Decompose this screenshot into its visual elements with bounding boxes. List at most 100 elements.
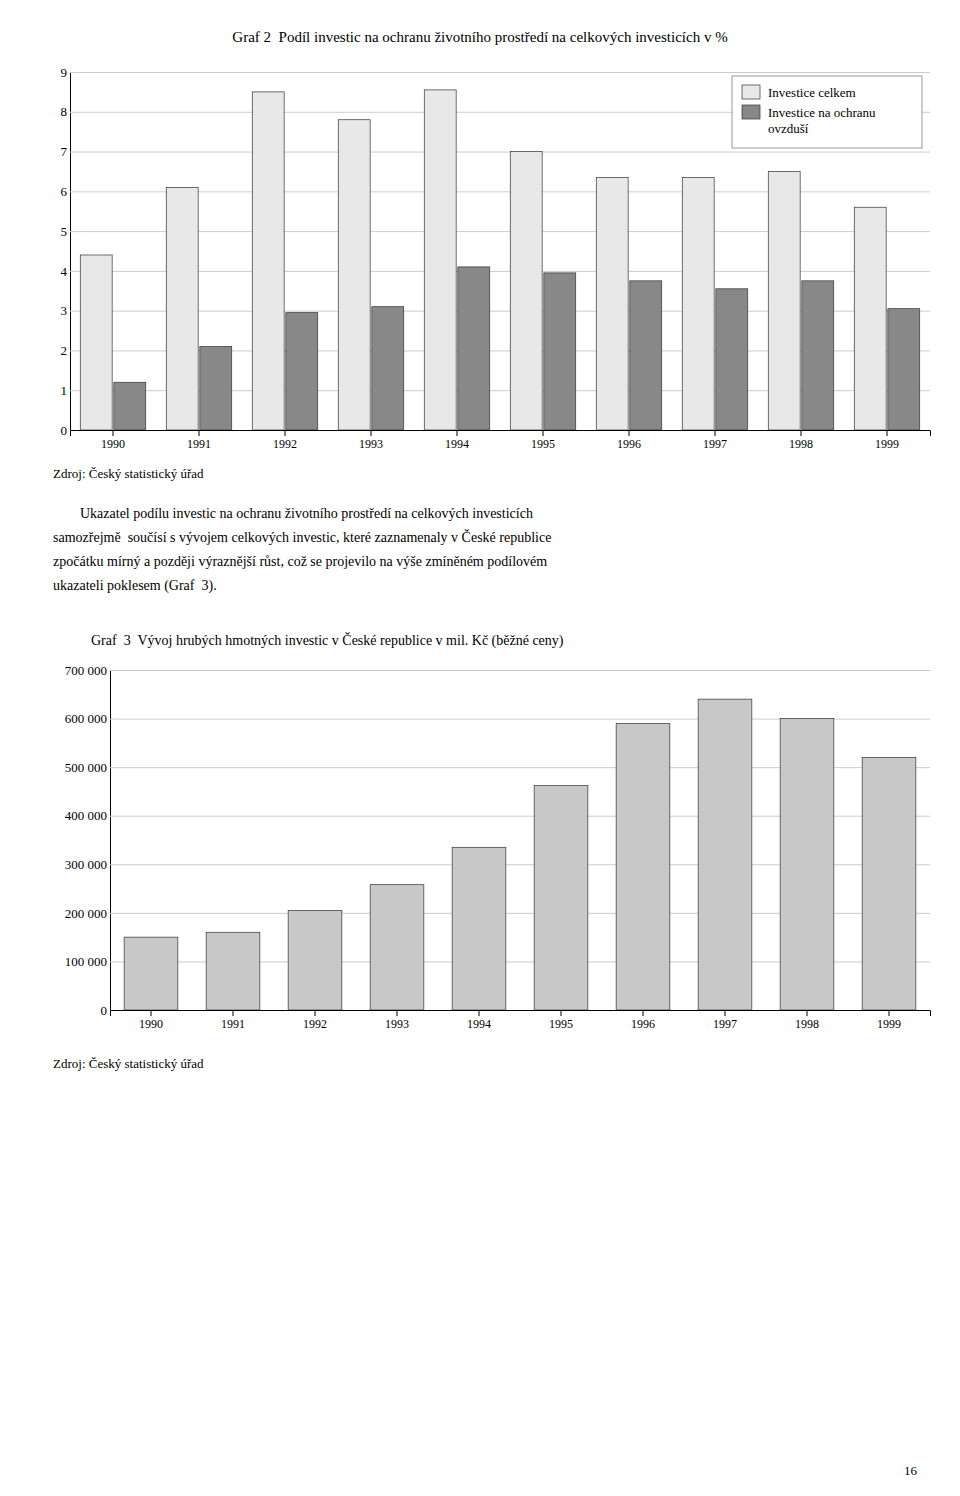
y-tick-label: 4 [61, 264, 68, 279]
tick-line [725, 1010, 726, 1016]
tick-line [113, 430, 114, 436]
body-text: Ukazatel podílu investic na ochranu živo… [80, 506, 533, 521]
x-tick-label: 1997 [703, 437, 727, 451]
x-tick-label: 1993 [359, 437, 383, 451]
x-tick: 1998 [795, 1010, 819, 1031]
x-tick: 1993 [359, 430, 383, 451]
tick-line [715, 430, 716, 436]
y-tick-label: 500 000 [65, 760, 107, 775]
body-text: zpočátku mírný a později výraznější růst… [53, 554, 547, 569]
tick-line [457, 430, 458, 436]
legend: Investice celkem Investice na ochranuovzd… [732, 76, 922, 148]
x-tick: 1997 [703, 430, 727, 451]
bar [768, 171, 800, 430]
body-text: ukazateli poklesem (Graf 3). [53, 578, 217, 594]
bar [452, 847, 506, 1010]
y-tick: 8 [61, 104, 931, 119]
legend-item: Investice na ochranuovzduší [742, 105, 876, 136]
chart: 0100 000200 000300 000400 000500 000600 … [65, 663, 931, 1031]
grid-line [70, 191, 930, 192]
tick-line [151, 1010, 152, 1016]
tick-line [561, 1010, 562, 1016]
bar [802, 281, 834, 430]
x-axis: 1990199119921993199419951996199719981999 [71, 430, 931, 451]
x-tick: 1991 [187, 430, 211, 451]
page-number: 16 [904, 1463, 918, 1478]
bar [458, 267, 490, 430]
bar [338, 120, 370, 430]
x-tick-label: 1998 [795, 1017, 819, 1031]
legend-swatch [742, 85, 760, 99]
y-tick-label: 300 000 [65, 857, 107, 872]
grid-line [70, 271, 930, 272]
series [114, 267, 920, 430]
x-tick-label: 1999 [875, 437, 899, 451]
x-tick: 1992 [303, 1010, 327, 1031]
bar [862, 757, 916, 1010]
bar [124, 937, 178, 1010]
grid-line [70, 152, 930, 153]
y-tick-label: 3 [61, 303, 68, 318]
x-tick-label: 1992 [303, 1017, 327, 1031]
x-tick: 1998 [789, 430, 813, 451]
y-tick-label: 400 000 [65, 808, 107, 823]
bar [286, 313, 318, 430]
y-axis: 0123456789 [61, 65, 931, 438]
bar [80, 255, 112, 430]
y-tick-label: 6 [61, 184, 68, 199]
bar [424, 90, 456, 430]
y-tick-label: 1 [61, 383, 68, 398]
legend-label: Investice celkem [768, 85, 856, 100]
legend-label: Investice na ochranuovzduší [768, 105, 876, 136]
bar [114, 382, 146, 430]
bar [616, 723, 670, 1010]
grid-line [70, 311, 930, 312]
x-axis-line [111, 1011, 931, 1017]
grid-line [70, 72, 930, 73]
x-axis-line [71, 431, 931, 437]
y-axis-line [71, 73, 931, 431]
bar [200, 346, 232, 430]
x-tick: 1999 [877, 1010, 901, 1031]
source-note: Zdroj: Český statistický úřad [53, 1056, 204, 1071]
bar [716, 289, 748, 430]
y-axis-line [111, 671, 931, 1011]
x-tick: 1993 [385, 1010, 409, 1031]
x-tick: 1990 [101, 430, 125, 451]
bar [630, 281, 662, 430]
y-tick-label: 9 [61, 65, 68, 80]
bar [854, 207, 886, 430]
x-tick-label: 1992 [273, 437, 297, 451]
y-axis: 0100 000200 000300 000400 000500 000600 … [65, 663, 930, 1018]
bar [596, 177, 628, 430]
x-tick: 1995 [531, 430, 555, 451]
grid-line [70, 231, 930, 232]
chart-title: Graf 2 Podíl investic na ochranu životní… [232, 29, 727, 45]
x-tick-label: 1996 [631, 1017, 655, 1031]
y-tick-label: 8 [61, 104, 68, 119]
tick-line [285, 430, 286, 436]
x-tick-label: 1993 [385, 1017, 409, 1031]
bar [780, 719, 834, 1010]
tick-line [543, 430, 544, 436]
tick-line [199, 430, 200, 436]
y-tick-label: 2 [61, 343, 68, 358]
tick-line [371, 430, 372, 436]
bar [206, 932, 260, 1010]
x-tick: 1997 [713, 1010, 737, 1031]
bar [370, 885, 424, 1010]
legend-frame [732, 76, 922, 148]
legend-item: Investice celkem [742, 85, 856, 100]
x-tick-label: 1990 [139, 1017, 163, 1031]
chart: 0123456789199019911992199319941995199619… [61, 65, 931, 451]
tick-line [887, 430, 888, 436]
bar [698, 699, 752, 1010]
body-text: samozřejmě součísí s vývojem celkových i… [53, 529, 551, 545]
grid-line [70, 390, 930, 391]
x-axis: 1990199119921993199419951996199719981999 [111, 1010, 931, 1031]
x-tick: 1995 [549, 1010, 573, 1031]
bar [510, 152, 542, 430]
tick-line [315, 1010, 316, 1016]
tick-line [889, 1010, 890, 1016]
x-tick-label: 1991 [187, 437, 211, 451]
